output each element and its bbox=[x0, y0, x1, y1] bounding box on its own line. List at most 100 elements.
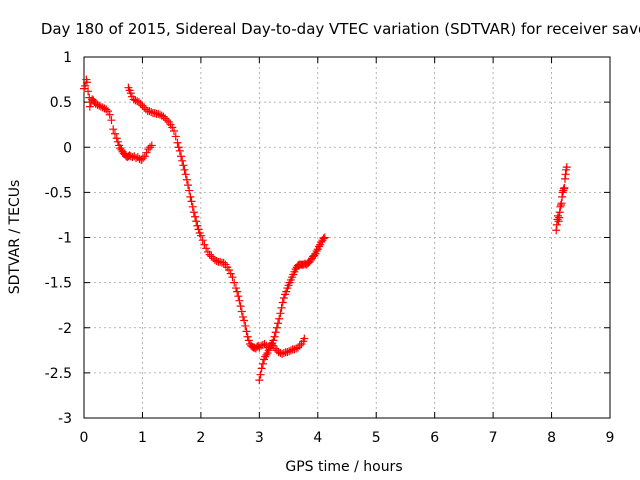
data-point bbox=[84, 87, 93, 96]
data-point bbox=[193, 221, 202, 230]
data-point bbox=[95, 101, 104, 110]
data-point bbox=[265, 343, 274, 352]
data-point bbox=[140, 152, 149, 161]
data-point bbox=[242, 327, 251, 336]
data-point bbox=[276, 309, 285, 318]
data-point bbox=[110, 129, 119, 138]
series-track-4 bbox=[552, 163, 571, 235]
x-tick-label: 3 bbox=[255, 430, 264, 446]
data-point bbox=[224, 265, 233, 274]
data-point bbox=[235, 296, 244, 305]
data-point bbox=[144, 145, 153, 154]
data-point bbox=[244, 336, 253, 345]
data-point bbox=[142, 148, 151, 157]
data-point bbox=[319, 234, 328, 243]
data-point bbox=[312, 247, 321, 256]
x-tick-label: 7 bbox=[489, 430, 498, 446]
data-point bbox=[192, 217, 201, 226]
data-point bbox=[286, 346, 295, 355]
data-point bbox=[277, 303, 286, 312]
chart-title: Day 180 of 2015, Sidereal Day-to-day VTE… bbox=[41, 20, 640, 38]
data-point bbox=[173, 138, 182, 147]
data-point bbox=[300, 334, 309, 343]
data-point bbox=[91, 99, 100, 108]
data-point bbox=[257, 364, 266, 373]
x-tick-label: 9 bbox=[606, 430, 615, 446]
data-point bbox=[293, 343, 302, 352]
data-point bbox=[236, 302, 245, 311]
data-point bbox=[189, 208, 198, 217]
data-point bbox=[150, 108, 159, 117]
data-point bbox=[137, 155, 146, 164]
data-point bbox=[178, 156, 187, 165]
data-point bbox=[185, 186, 194, 195]
data-point bbox=[155, 110, 164, 119]
data-point bbox=[154, 109, 163, 118]
data-point bbox=[231, 284, 240, 293]
data-point bbox=[98, 103, 107, 112]
data-point bbox=[179, 161, 188, 170]
data-point bbox=[131, 96, 140, 105]
series-track-2 bbox=[124, 83, 309, 358]
data-point bbox=[107, 116, 116, 125]
data-point bbox=[241, 321, 250, 330]
data-point bbox=[130, 152, 139, 161]
data-point bbox=[226, 269, 235, 278]
x-tick-labels: 0 1 2 3 4 5 6 7 8 9 bbox=[80, 430, 615, 446]
data-point bbox=[161, 114, 170, 123]
data-point bbox=[162, 116, 171, 125]
data-point bbox=[180, 165, 189, 174]
data-point bbox=[238, 312, 247, 321]
series-track-1 bbox=[80, 75, 156, 164]
data-point bbox=[140, 103, 149, 112]
data-point bbox=[233, 287, 242, 296]
y-tick-label: -3 bbox=[58, 411, 72, 427]
data-point bbox=[230, 278, 239, 287]
data-point bbox=[139, 154, 148, 163]
data-point bbox=[134, 98, 143, 107]
x-tick-label: 5 bbox=[372, 430, 381, 446]
data-point bbox=[279, 293, 288, 302]
data-point bbox=[256, 370, 265, 379]
data-point bbox=[146, 143, 155, 152]
data-point bbox=[255, 376, 264, 385]
data-point bbox=[198, 236, 207, 245]
data-point bbox=[205, 250, 214, 259]
data-point bbox=[562, 163, 571, 172]
data-point bbox=[136, 99, 145, 108]
y-tick-label: -2 bbox=[58, 321, 72, 337]
data-point bbox=[258, 340, 267, 349]
data-point bbox=[219, 258, 228, 267]
y-tick-label: -1.5 bbox=[45, 276, 72, 292]
data-point bbox=[278, 298, 287, 307]
data-point bbox=[260, 339, 269, 348]
data-point bbox=[171, 132, 180, 141]
data-point bbox=[147, 108, 156, 117]
data-point bbox=[237, 307, 246, 316]
data-point bbox=[258, 359, 267, 368]
data-point bbox=[187, 197, 196, 206]
data-point bbox=[200, 240, 209, 249]
data-point bbox=[216, 257, 225, 266]
data-point bbox=[135, 154, 144, 163]
series-track-3 bbox=[255, 233, 329, 385]
data-point bbox=[186, 192, 195, 201]
data-point bbox=[85, 102, 94, 111]
data-point bbox=[188, 202, 197, 211]
data-point bbox=[207, 252, 216, 261]
data-point bbox=[228, 273, 237, 282]
data-point bbox=[243, 332, 252, 341]
data-point bbox=[112, 134, 121, 143]
data-point bbox=[262, 350, 271, 359]
data-point bbox=[240, 316, 249, 325]
data-point bbox=[113, 137, 122, 146]
data-point bbox=[274, 348, 283, 357]
data-point bbox=[184, 181, 193, 190]
data-point bbox=[271, 344, 280, 353]
data-point bbox=[295, 341, 304, 350]
data-point bbox=[168, 123, 177, 132]
data-point bbox=[170, 127, 179, 136]
data-point bbox=[181, 170, 190, 179]
x-tick-label: 1 bbox=[138, 430, 147, 446]
